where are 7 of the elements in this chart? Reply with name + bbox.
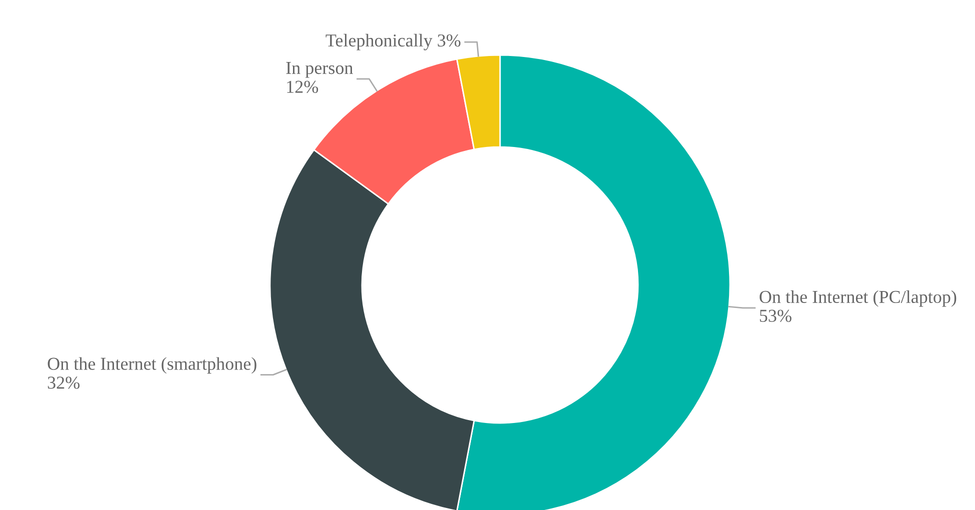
slice-label: In person [286,62,353,78]
data-label: 12% [287,80,318,94]
data-label: 32% [48,376,80,389]
slice-label: Telephonically 3% [326,34,460,50]
slice-label: On the Internet (smartphone) [48,357,256,374]
slice-label: On the Internet (PC/laptop) [760,290,956,307]
data-label: 53% [760,310,792,322]
